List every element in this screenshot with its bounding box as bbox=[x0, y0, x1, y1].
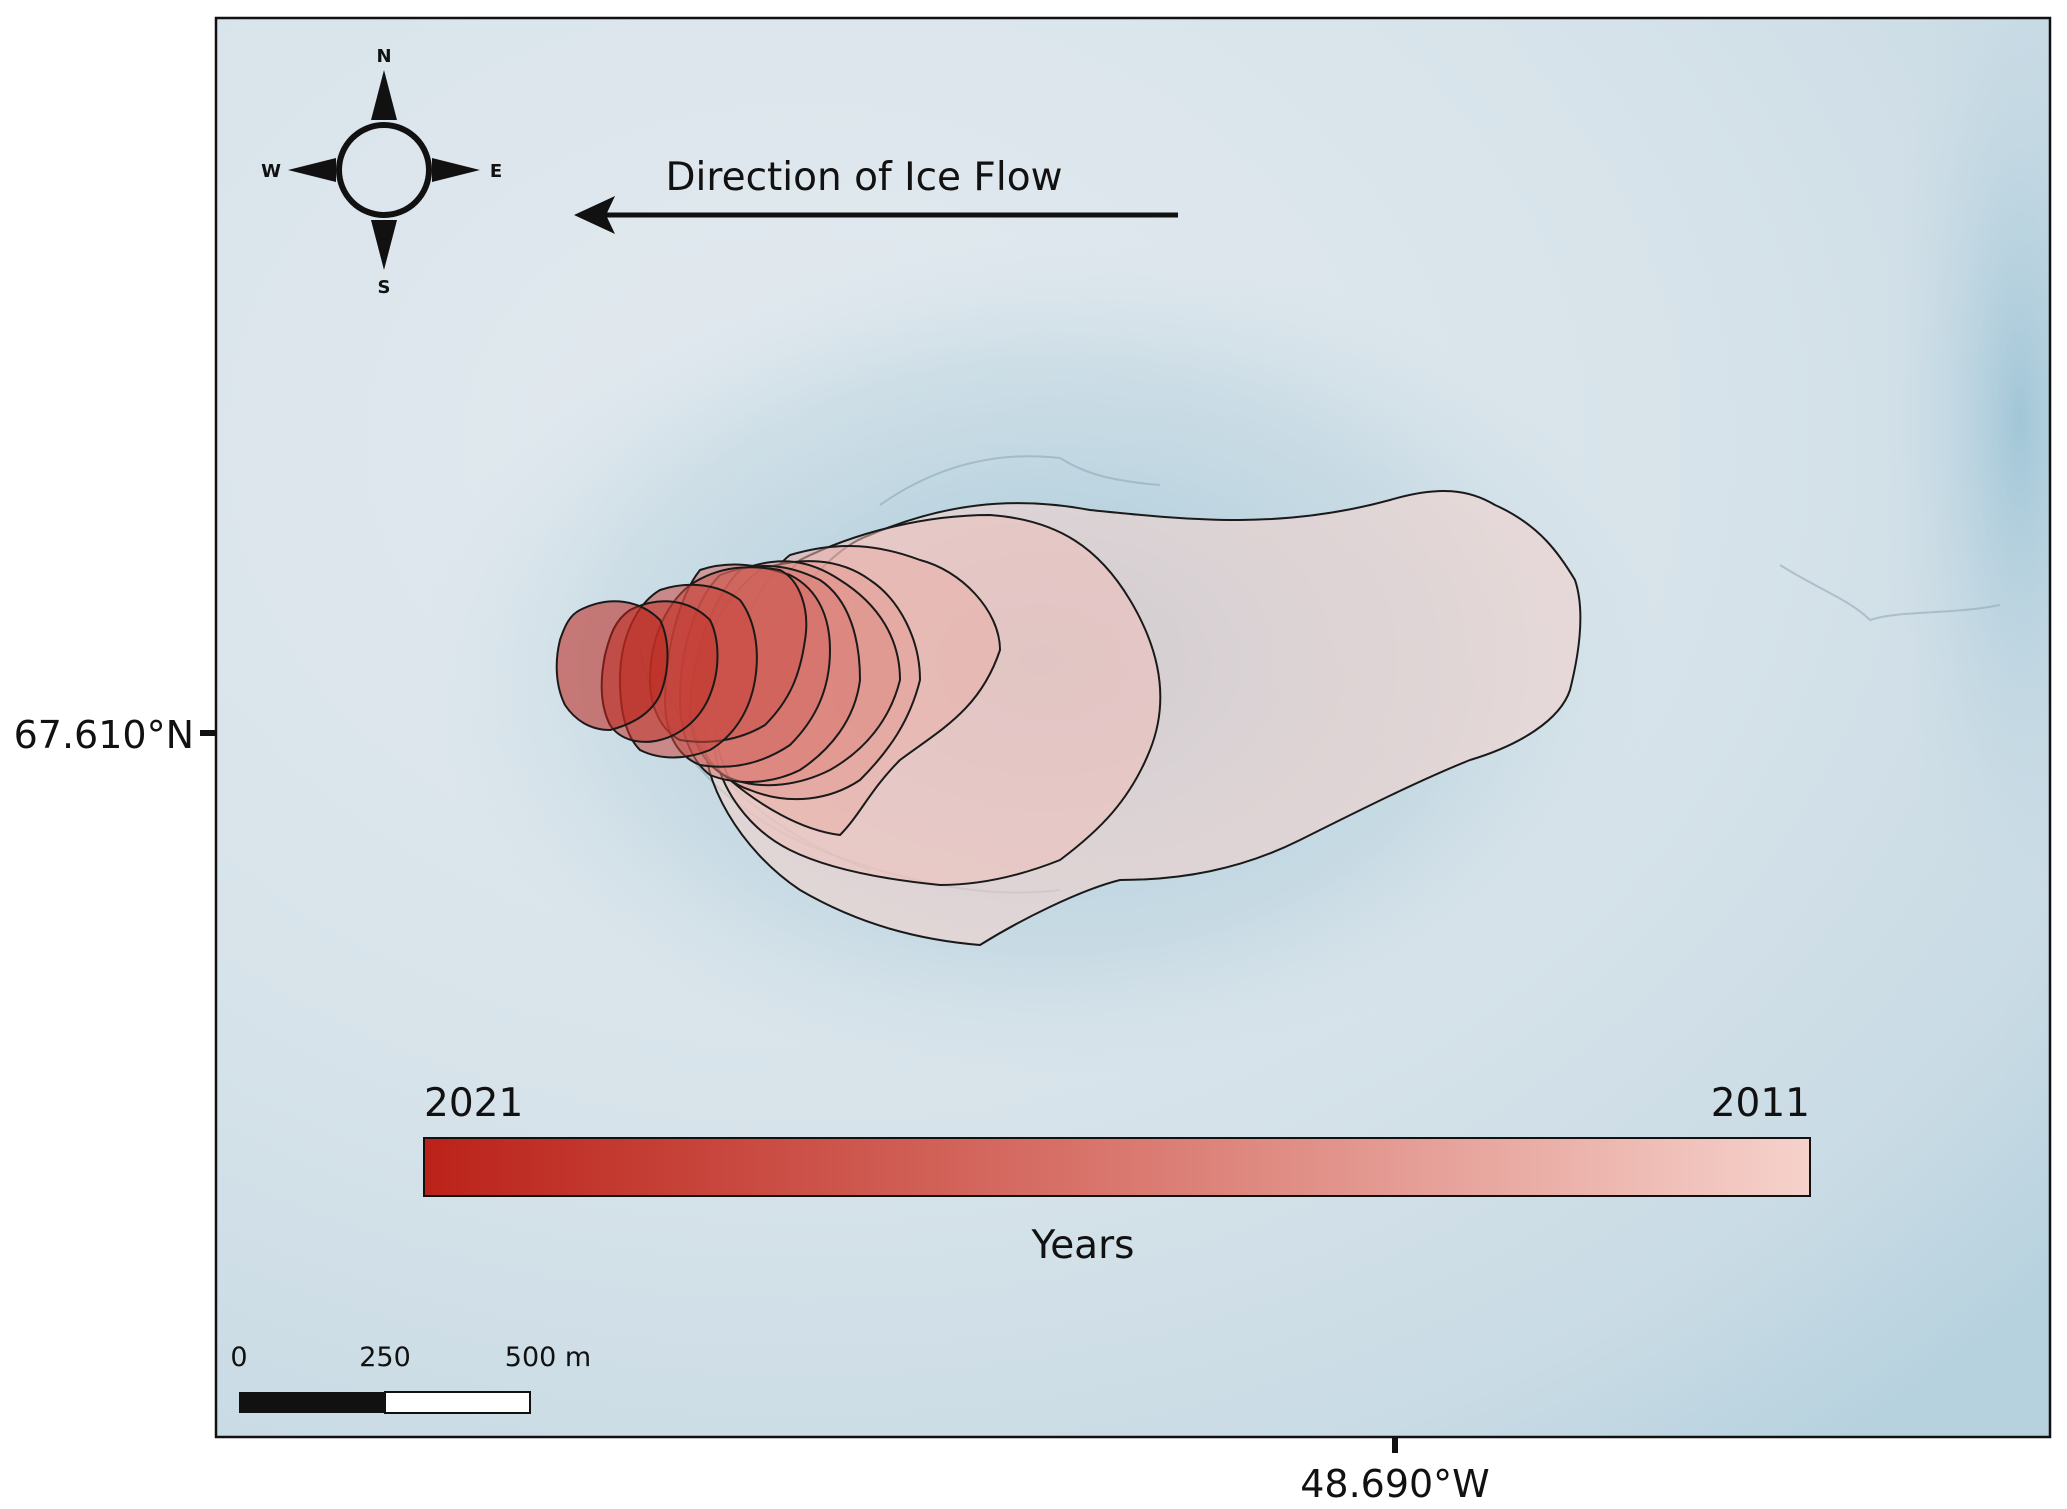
compass-south-label: S bbox=[378, 277, 391, 298]
lake-outlines bbox=[555, 490, 1582, 946]
scale-bar-segment-2 bbox=[384, 1391, 531, 1414]
longitude-label: 48.690°W bbox=[1300, 1462, 1490, 1506]
scale-bar-segment-1 bbox=[239, 1392, 385, 1413]
compass-rose-icon: N S W E bbox=[261, 46, 502, 298]
lake-outline-2021 bbox=[555, 600, 669, 731]
scale-bar: 0 250 500 m bbox=[230, 1342, 591, 1414]
flow-direction-label: Direction of Ice Flow bbox=[666, 155, 1063, 200]
map-frame bbox=[214, 16, 2052, 1439]
east-edge-shading bbox=[1880, 18, 2050, 940]
scale-label-250: 250 bbox=[359, 1342, 411, 1373]
year-legend: 2021 2011 Years bbox=[423, 1081, 1811, 1268]
compass-east-label: E bbox=[490, 161, 502, 182]
legend-end-label: 2011 bbox=[1711, 1081, 1810, 1126]
legend-colorbar bbox=[423, 1137, 1811, 1197]
legend-start-label: 2021 bbox=[424, 1081, 523, 1126]
compass-west-label: W bbox=[261, 161, 281, 182]
latitude-label: 67.610°N bbox=[14, 713, 194, 757]
scale-label-0: 0 bbox=[230, 1342, 247, 1373]
scale-label-500: 500 m bbox=[505, 1342, 591, 1373]
ice-flow-arrow-icon bbox=[574, 196, 1178, 234]
legend-title: Years bbox=[1031, 1223, 1135, 1268]
compass-north-label: N bbox=[376, 46, 391, 67]
